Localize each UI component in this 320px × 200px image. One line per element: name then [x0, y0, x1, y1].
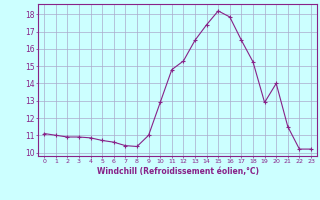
- X-axis label: Windchill (Refroidissement éolien,°C): Windchill (Refroidissement éolien,°C): [97, 167, 259, 176]
